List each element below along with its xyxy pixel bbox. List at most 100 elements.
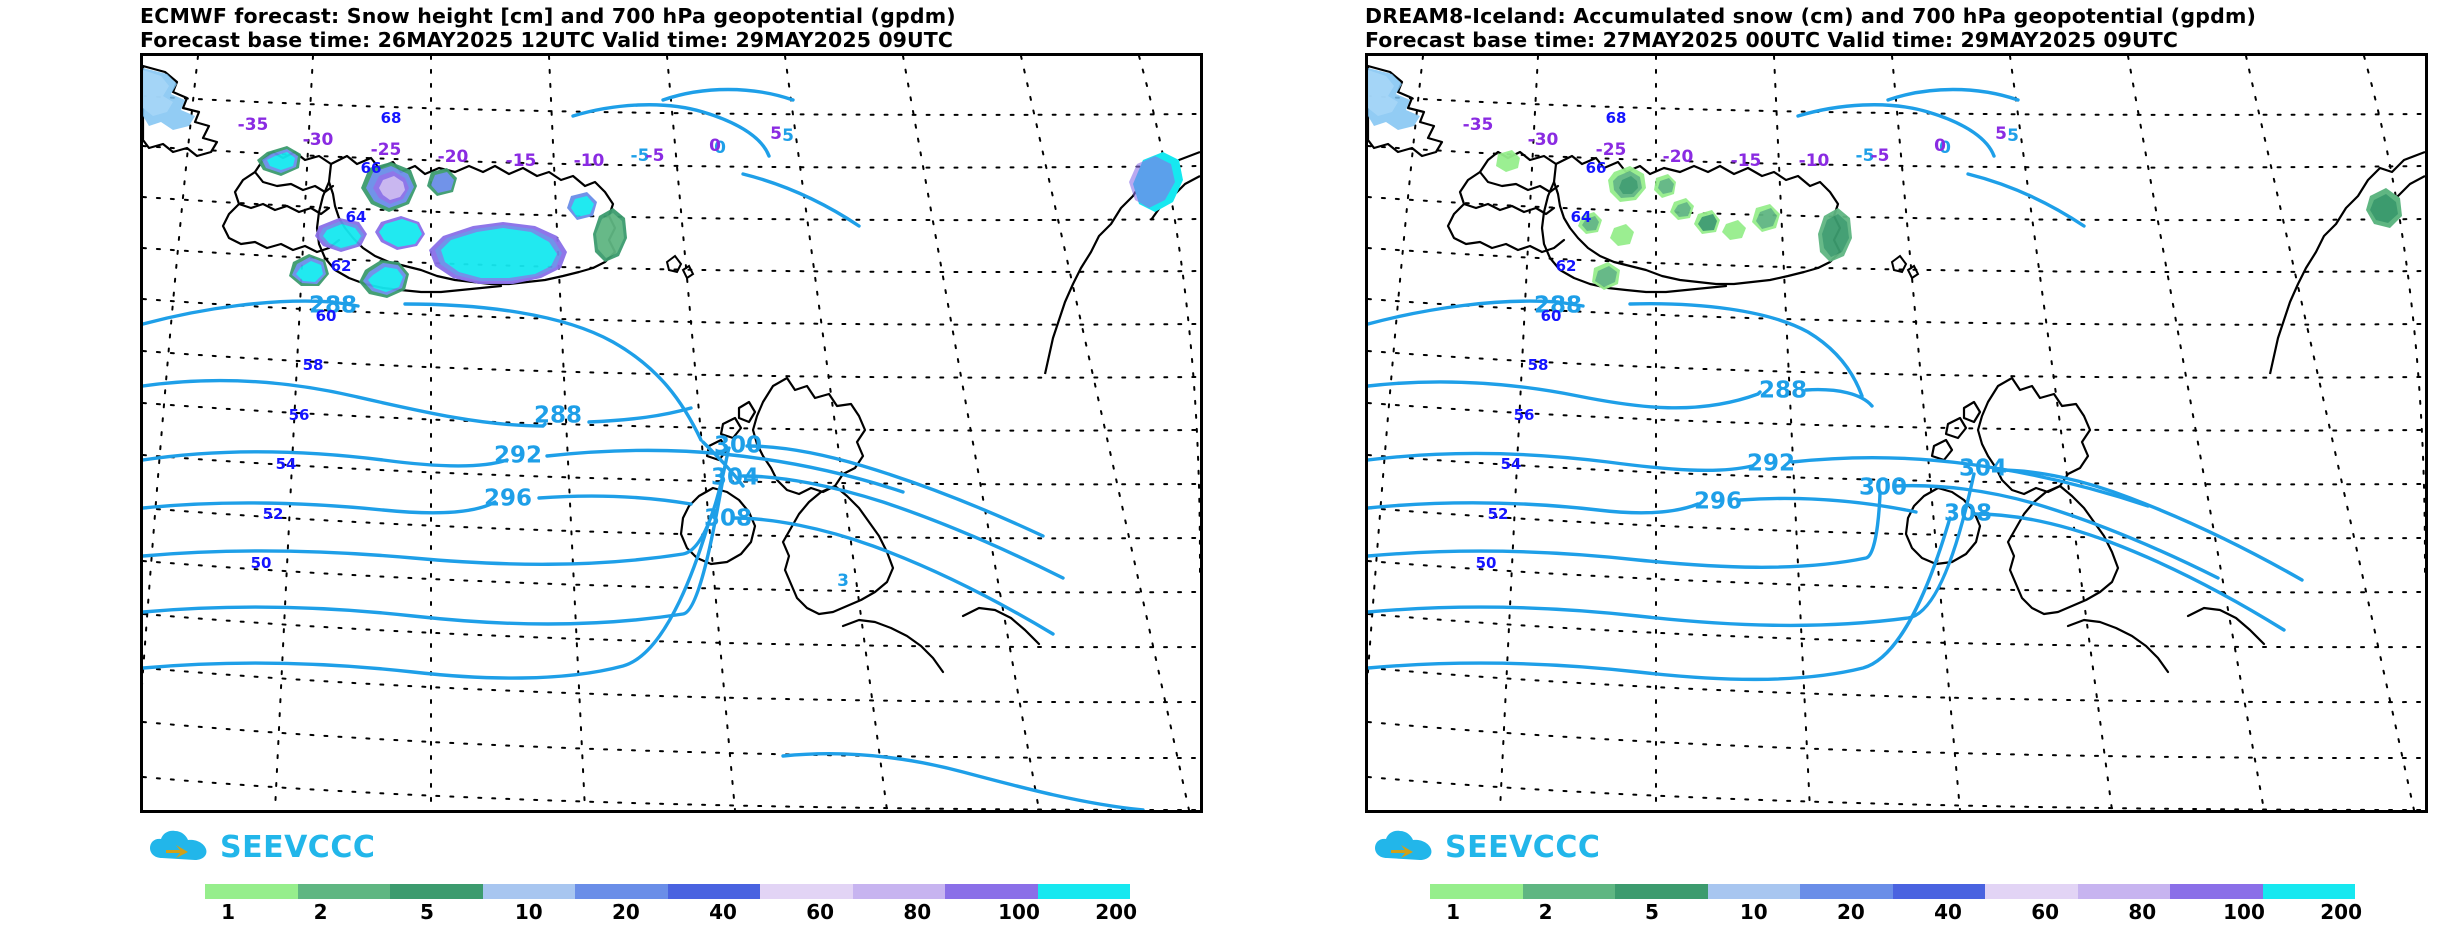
colorbar-tick: 40 [1934, 900, 1962, 924]
panel-divider [1224, 0, 1225, 925]
colorbar-swatch [1522, 884, 1615, 899]
colorbar-tick: 100 [998, 900, 1040, 924]
colorbar-strip [205, 884, 1130, 899]
svg-text:66: 66 [361, 159, 382, 177]
svg-text:-5: -5 [1871, 146, 1890, 166]
svg-text:304: 304 [1959, 456, 2007, 482]
svg-text:56: 56 [1514, 406, 1535, 424]
svg-text:-20: -20 [438, 147, 469, 167]
colorbar-tick: 10 [1739, 900, 1768, 924]
svg-text:288: 288 [309, 293, 357, 319]
svg-text:300: 300 [714, 433, 762, 459]
colorbar-tick: 200 [1095, 900, 1137, 924]
svg-text:0: 0 [709, 136, 721, 156]
svg-text:50: 50 [251, 554, 272, 572]
svg-text:-25: -25 [371, 140, 402, 160]
svg-text:66: 66 [1586, 159, 1607, 177]
svg-text:288: 288 [534, 403, 582, 429]
colorbar-tick: 5 [1645, 900, 1659, 924]
colorbar-tick: 10 [514, 900, 543, 924]
seevccc-logo-left: SEEVCCC [148, 828, 375, 866]
colorbar-tick: 60 [806, 900, 835, 924]
svg-text:5: 5 [782, 126, 794, 146]
svg-text:-15: -15 [506, 151, 537, 171]
colorbar-swatch [575, 884, 668, 899]
svg-text:0: 0 [1939, 138, 1951, 158]
colorbar-tick: 20 [1836, 900, 1865, 924]
svg-text:5: 5 [2007, 126, 2019, 146]
svg-text:56: 56 [289, 406, 310, 424]
colorbar-tick: 20 [611, 900, 640, 924]
svg-text:-10: -10 [574, 151, 605, 171]
map-frame-ecmwf[interactable]: 288 288 292 296 300 304 308 0 5 -5 3 [140, 53, 1203, 813]
svg-text:-35: -35 [238, 115, 269, 135]
colorbar-swatch [945, 884, 1038, 899]
svg-text:54: 54 [276, 455, 297, 473]
longitude-labels: -35 -30 -25 -20 -15 -10 -5 0 5 [1463, 115, 2007, 171]
panel-ecmwf: ECMWF forecast: Snow height [cm] and 700… [0, 0, 1224, 925]
map-frame-dream8[interactable]: 288 288 292 296 300 304 308 0 5 -5 [1365, 53, 2428, 813]
svg-text:58: 58 [303, 356, 324, 374]
map-canvas-dream8: 288 288 292 296 300 304 308 0 5 -5 [1368, 56, 2425, 810]
svg-text:68: 68 [1606, 109, 1627, 127]
svg-text:308: 308 [1944, 501, 1992, 527]
svg-text:-15: -15 [1731, 151, 1762, 171]
colorbar-swatch [482, 884, 575, 899]
colorbar-tick: 60 [2031, 900, 2060, 924]
svg-text:-5: -5 [1856, 146, 1875, 166]
panel-title-line1: DREAM8-Iceland: Accumulated snow (cm) an… [1365, 4, 2257, 28]
colorbar-left: 1 2 5 10 20 40 60 80 100 200 [205, 884, 1137, 924]
colorbar-tick: 2 [1538, 900, 1553, 924]
panel-title-line1: ECMWF forecast: Snow height [cm] and 700… [140, 4, 956, 28]
svg-text:-10: -10 [1799, 151, 1830, 171]
panel-title-block-dream8: DREAM8-Iceland: Accumulated snow (cm) an… [1365, 4, 2435, 52]
svg-text:308: 308 [704, 506, 752, 532]
svg-text:52: 52 [263, 505, 284, 523]
svg-text:52: 52 [1488, 505, 1509, 523]
svg-text:3: 3 [837, 571, 849, 591]
cloud-icon [1373, 828, 1435, 866]
colorbar-swatch [667, 884, 760, 899]
svg-text:0: 0 [714, 138, 726, 158]
svg-text:68: 68 [381, 109, 402, 127]
svg-text:-5: -5 [631, 146, 650, 166]
svg-text:60: 60 [1541, 307, 1562, 325]
svg-text:50: 50 [1476, 554, 1497, 572]
colorbar-swatch [2262, 884, 2355, 899]
contour-labels: 288 288 292 296 300 304 308 0 5 -5 3 [309, 126, 849, 591]
colorbar-swatch [1985, 884, 2078, 899]
colorbar-swatch [1430, 884, 1523, 899]
cloud-icon [148, 828, 210, 866]
svg-text:60: 60 [316, 307, 337, 325]
panel-dream8: DREAM8-Iceland: Accumulated snow (cm) an… [1225, 0, 2449, 925]
logo-wordmark: SEEVCCC [1445, 829, 1601, 865]
colorbar-tick: 100 [2223, 900, 2265, 924]
svg-text:-30: -30 [303, 130, 334, 150]
svg-text:62: 62 [1556, 257, 1577, 275]
seevccc-logo-right: SEEVCCC [1373, 828, 1600, 866]
contour-labels: 288 288 292 296 300 304 308 0 5 -5 [1534, 126, 2019, 527]
logo-wordmark: SEEVCCC [220, 829, 376, 865]
svg-text:-35: -35 [1463, 115, 1494, 135]
svg-text:-25: -25 [1596, 140, 1627, 160]
colorbar-swatch [390, 884, 483, 899]
colorbar-swatch [1892, 884, 1985, 899]
colorbar-tick-labels: 1 2 5 10 20 40 60 80 100 200 [205, 900, 1137, 924]
svg-text:288: 288 [1759, 378, 1807, 404]
colorbar-tick: 80 [903, 900, 932, 924]
colorbar-swatch [2170, 884, 2263, 899]
svg-text:62: 62 [331, 257, 352, 275]
svg-text:300: 300 [1859, 475, 1907, 501]
colorbar-swatch [297, 884, 390, 899]
colorbar-tick: 80 [2128, 900, 2157, 924]
panel-title-line2: Forecast base time: 26MAY2025 12UTC Vali… [140, 28, 954, 52]
colorbar-swatch [2077, 884, 2170, 899]
colorbar-swatch [1037, 884, 1130, 899]
map-graphics-dream8: 288 288 292 296 300 304 308 0 5 -5 [1368, 56, 2425, 810]
svg-text:0: 0 [1934, 136, 1946, 156]
colorbar-swatch [205, 884, 298, 899]
colorbar-swatch [1800, 884, 1893, 899]
latitude-labels: 68 66 64 62 60 58 56 54 52 50 [251, 109, 402, 572]
colorbar-swatch [1707, 884, 1800, 899]
